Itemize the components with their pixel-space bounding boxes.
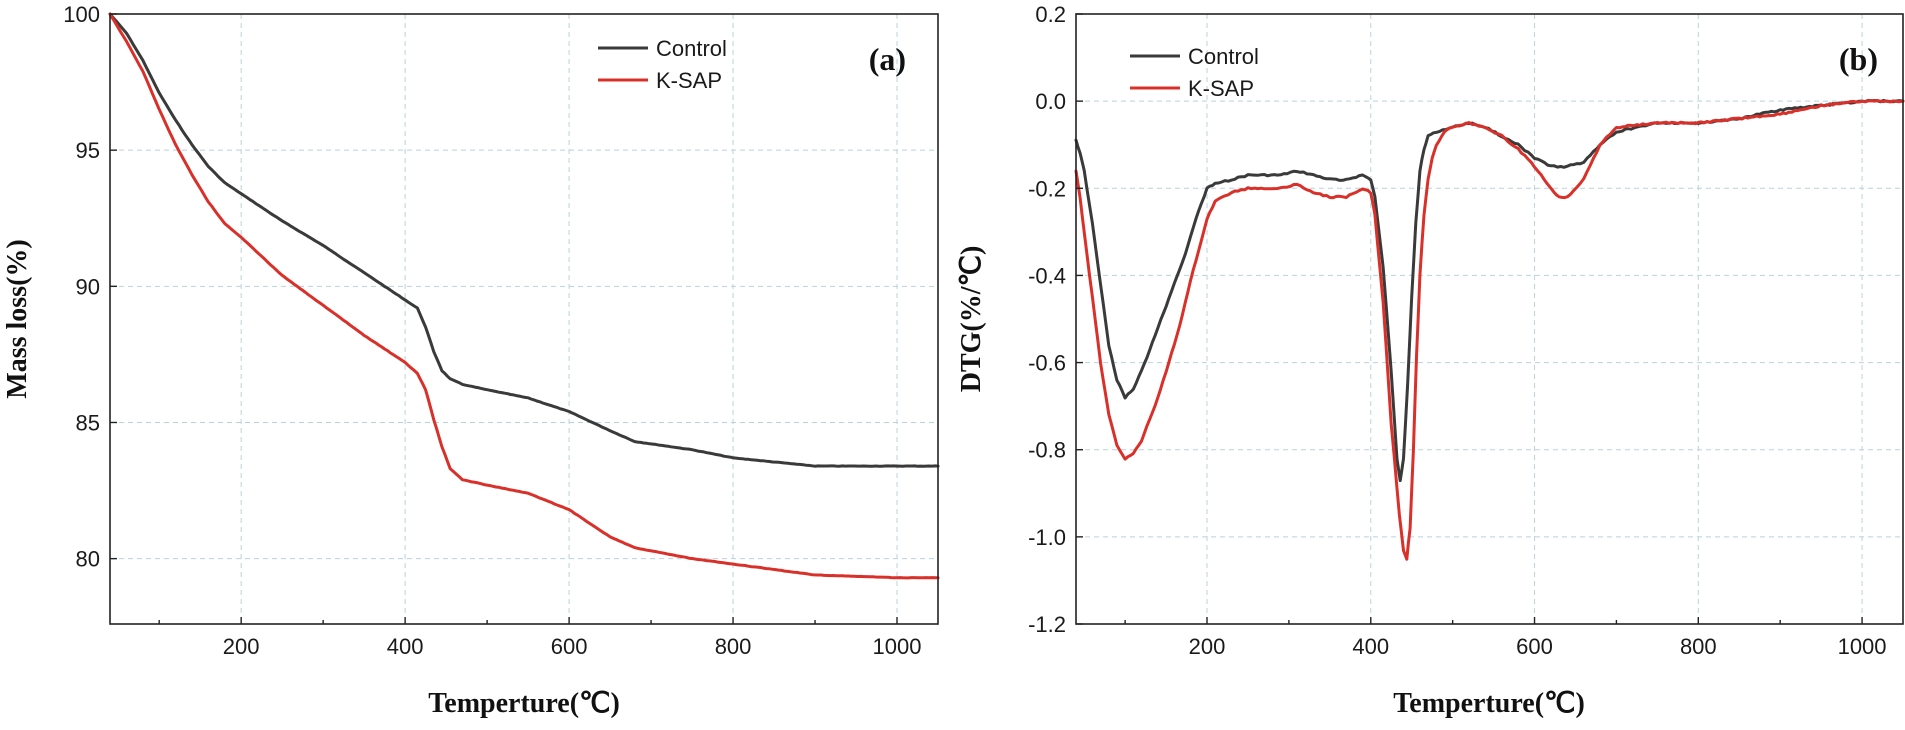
chart-a-grid — [110, 14, 938, 624]
chart-b-x-tick-label: 1000 — [1838, 634, 1887, 659]
chart-a-legend-label-control: Control — [656, 36, 727, 61]
chart-b-x-axis-title: Temperture(℃) — [1393, 688, 1585, 719]
chart-a-legend-label-k-sap: K-SAP — [656, 68, 722, 93]
chart-b-series-control-line — [1074, 98, 1905, 483]
chart-a-series — [108, 12, 940, 580]
chart-a: 200 400 600 800 1000 80 85 90 95 100 Control K-SAP… — [2, 2, 940, 719]
chart-b-legend-label-k-sap: K-SAP — [1188, 76, 1254, 101]
chart-b-legend-label-control: Control — [1188, 44, 1259, 69]
chart-a-plot-frame — [109, 13, 939, 625]
chart-a-x-tick-label: 200 — [223, 634, 260, 659]
chart-a-x-tick-label: 1000 — [873, 634, 922, 659]
chart-a-y-tick-label: 100 — [63, 2, 100, 27]
chart-a-y-tick-label: 95 — [76, 138, 100, 163]
chart-a-y-tick-label: 80 — [76, 547, 100, 572]
chart-b-ticks: 200 400 600 800 1000 -1.2 -1.0 -0.8 -0.6 -0.4 -0.2… — [1028, 2, 1886, 659]
chart-b-panel-label: (b) — [1839, 41, 1878, 77]
chart-b-y-tick-label: 0.0 — [1035, 89, 1066, 114]
chart-b-y-tick-label: -0.2 — [1028, 176, 1066, 201]
chart-a-series-k-sap-line — [108, 12, 940, 580]
chart-a-legend: Control K-SAP — [598, 36, 727, 93]
chart-a-x-tick-label: 800 — [715, 634, 752, 659]
chart-b-series-k-sap-line — [1074, 99, 1905, 561]
chart-b-x-tick-label: 200 — [1189, 634, 1226, 659]
chart-a-x-tick-label: 400 — [387, 634, 424, 659]
chart-b-y-tick-label: -1.0 — [1028, 525, 1066, 550]
chart-b: 200 400 600 800 1000 -1.2 -1.0 -0.8 -0.6 -0.4 -0.2… — [956, 2, 1905, 719]
chart-a-y-axis-title: Mass loss(%) — [2, 239, 33, 398]
chart-b-plot-frame — [1075, 13, 1904, 625]
chart-a-x-axis-title: Temperture(℃) — [428, 688, 620, 719]
chart-a-x-tick-label: 600 — [551, 634, 588, 659]
chart-b-y-tick-label: -0.4 — [1028, 263, 1066, 288]
chart-a-y-tick-label: 90 — [76, 274, 100, 299]
chart-a-y-tick-label: 85 — [76, 410, 100, 435]
chart-b-legend: Control K-SAP — [1130, 44, 1259, 101]
chart-b-grid — [1076, 14, 1903, 624]
chart-b-x-tick-label: 400 — [1352, 634, 1389, 659]
chart-b-y-axis-title: DTG(%/℃) — [956, 246, 987, 393]
chart-b-y-tick-label: -1.2 — [1028, 612, 1066, 637]
chart-b-series — [1074, 98, 1905, 561]
chart-b-y-tick-label: 0.2 — [1035, 2, 1066, 27]
chart-a-panel-label: (a) — [869, 41, 906, 77]
chart-b-x-tick-label: 800 — [1680, 634, 1717, 659]
chart-b-x-tick-label: 600 — [1516, 634, 1553, 659]
chart-a-series-control-line — [108, 12, 940, 468]
chart-b-y-tick-label: -0.6 — [1028, 351, 1066, 376]
chart-a-ticks: 200 400 600 800 1000 80 85 90 95 100 — [63, 2, 921, 659]
chart-b-y-tick-label: -0.8 — [1028, 438, 1066, 463]
